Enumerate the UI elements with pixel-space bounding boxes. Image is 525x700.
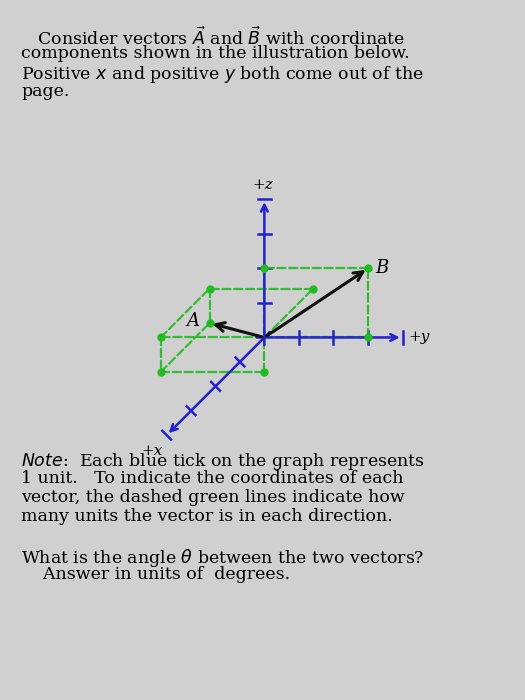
Text: B: B	[375, 260, 388, 277]
Text: Positive $x$ and positive $y$ both come out of the: Positive $x$ and positive $y$ both come …	[21, 64, 424, 85]
Text: Consider vectors $\vec{A}$ and $\vec{B}$ with coordinate: Consider vectors $\vec{A}$ and $\vec{B}$…	[21, 27, 405, 49]
Text: +z: +z	[252, 178, 273, 192]
Text: A: A	[186, 312, 199, 330]
Text: page.: page.	[21, 83, 69, 99]
Text: components shown in the illustration below.: components shown in the illustration bel…	[21, 46, 410, 62]
Text: 1 unit.   To indicate the coordinates of each: 1 unit. To indicate the coordinates of e…	[21, 470, 404, 487]
Text: $\it{Note}$:  Each blue tick on the graph represents: $\it{Note}$: Each blue tick on the graph…	[21, 452, 425, 472]
Text: +y: +y	[409, 330, 430, 344]
Text: What is the angle $\theta$ between the two vectors?: What is the angle $\theta$ between the t…	[21, 547, 424, 569]
Text: many units the vector is in each direction.: many units the vector is in each directi…	[21, 508, 393, 525]
Text: vector, the dashed green lines indicate how: vector, the dashed green lines indicate …	[21, 489, 405, 506]
Text: Answer in units of  degrees.: Answer in units of degrees.	[21, 566, 290, 583]
Text: +x: +x	[142, 444, 163, 458]
